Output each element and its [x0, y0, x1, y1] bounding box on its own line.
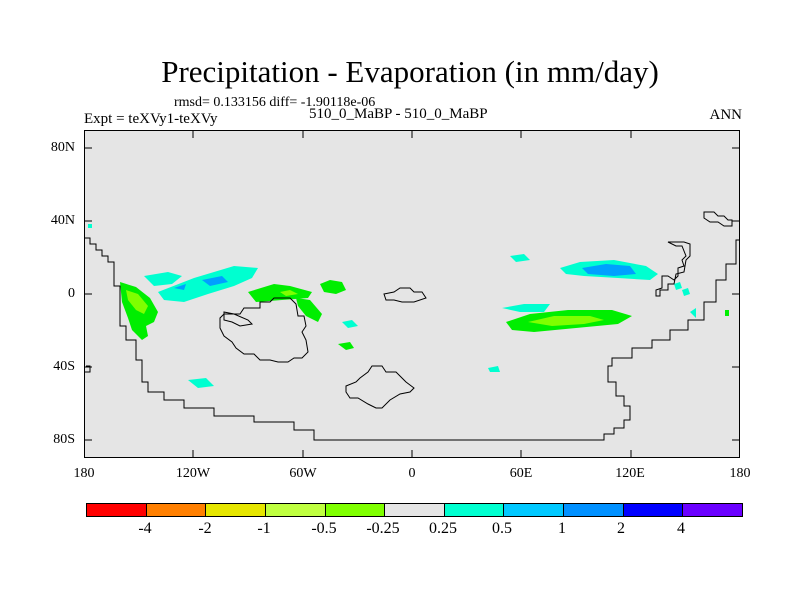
field-patch: [725, 310, 729, 316]
lon-tick-label: 120E: [615, 466, 645, 481]
colorbar-label: -0.5: [311, 520, 337, 537]
lon-tick-label: 60W: [289, 466, 317, 481]
season-label: ANN: [709, 107, 743, 123]
field-patch: [682, 288, 690, 296]
field-patch: [280, 290, 298, 296]
colorbar-swatch: [325, 504, 386, 516]
continent-outline: [223, 311, 254, 327]
map-panel: [84, 130, 740, 458]
field-patch: [510, 254, 530, 262]
lon-tick-label: 120W: [175, 466, 211, 481]
case-label: 510_0_MaBP - 510_0_MaBP: [309, 106, 488, 122]
lat-tick-label: 80S: [53, 432, 75, 447]
colorbar-label: 0.5: [492, 520, 512, 537]
field-patch: [248, 284, 312, 302]
colorbar-label: -0.25: [366, 520, 400, 537]
field-patch: [88, 224, 92, 228]
colorbar-label: 2: [617, 520, 625, 537]
coastline-layer: [84, 211, 740, 441]
lat-tick-label: 40S: [53, 359, 75, 374]
field-patch: [188, 378, 214, 388]
colorbar-label: -4: [138, 520, 152, 537]
lon-tick-label: 60E: [509, 466, 533, 481]
field-patch: [502, 304, 550, 312]
field-patch: [174, 284, 186, 290]
colorbar-label: -2: [198, 520, 212, 537]
colorbar-swatch: [146, 504, 207, 516]
continent-outline: [219, 297, 309, 363]
lon-tick-label: 0: [408, 466, 416, 481]
field-patch: [296, 298, 322, 322]
lat-tick-label: 80N: [50, 140, 75, 155]
lat-tick-label: 40N: [50, 213, 75, 228]
continent-outline: [345, 365, 415, 409]
field-patch: [582, 264, 636, 276]
plot-title: Precipitation - Evaporation (in mm/day): [161, 54, 659, 89]
colorbar-label: 4: [677, 520, 685, 537]
colorbar-swatch: [265, 504, 326, 516]
field-patch: [338, 342, 354, 350]
field-patch: [690, 308, 696, 318]
colorbar-swatch: [564, 504, 624, 516]
field-patch: [144, 272, 182, 286]
field-patch: [126, 290, 148, 314]
colorbar-label: 1: [558, 520, 566, 537]
experiment-label: Expt = teXVy1-teXVy: [84, 111, 218, 127]
continent-outline: [655, 241, 691, 297]
tick-marks: [84, 130, 740, 458]
anomaly-field-layer: [88, 224, 729, 388]
colorbar-label: 0.25: [429, 520, 457, 537]
continent-outline: [703, 211, 733, 227]
colorbar-swatch: [444, 504, 505, 516]
colorbar-swatch: [87, 504, 147, 516]
field-patch: [674, 282, 682, 290]
field-patch: [202, 276, 228, 286]
lon-tick-label: 180: [729, 466, 751, 481]
colorbar-swatch: [504, 504, 565, 516]
field-patch: [342, 320, 358, 328]
stats-text: rmsd= 0.133156 diff= -1.90118e-06: [174, 95, 376, 110]
colorbar-swatch: [206, 504, 266, 516]
colorbar-swatch: [623, 504, 684, 516]
field-patch: [320, 280, 346, 294]
continent-outline: [383, 287, 427, 303]
lat-tick-label: 0: [68, 286, 75, 301]
colorbar-swatch: [385, 504, 445, 516]
field-patch: [488, 366, 500, 372]
continent-outline: [84, 365, 91, 373]
colorbar-label: -1: [257, 520, 271, 537]
colorbar-swatch: [683, 504, 743, 516]
colorbar: [86, 503, 743, 517]
field-patch: [528, 316, 604, 326]
lon-tick-label: 180: [73, 466, 95, 481]
continent-outline: [84, 237, 740, 441]
